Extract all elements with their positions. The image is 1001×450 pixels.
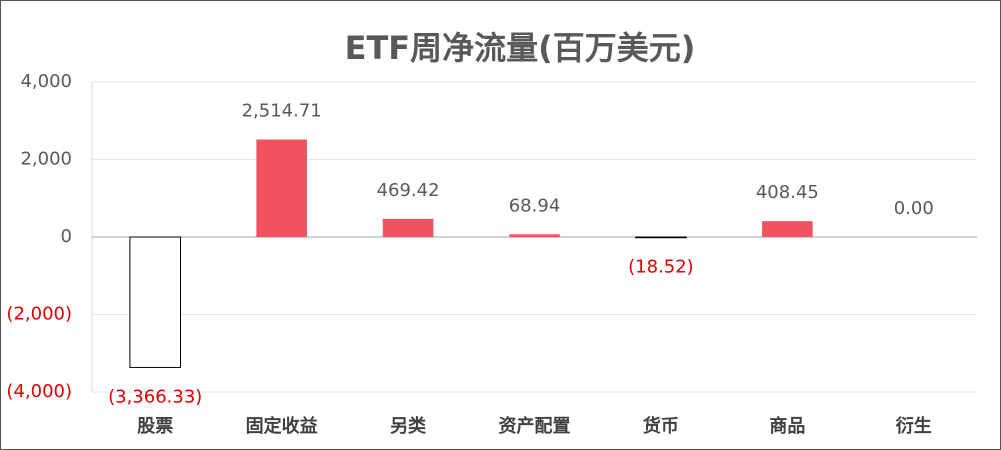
y-tick-label: 0: [61, 226, 72, 247]
data-label: (3,366.33): [108, 386, 202, 407]
x-tick-label: 股票: [136, 416, 173, 437]
x-tick-label: 资产配置: [499, 415, 571, 437]
y-tick-label: 4,000: [20, 71, 72, 92]
x-tick-label: 货币: [643, 415, 679, 437]
data-label: (18.52): [628, 257, 694, 278]
data-label: 2,514.71: [242, 101, 322, 122]
bar: [382, 218, 434, 237]
bar: [129, 236, 182, 368]
x-tick-label: 另类: [390, 415, 427, 437]
y-tick-label: (2,000): [6, 304, 72, 325]
x-tick-label: 衍生: [896, 415, 932, 437]
bar: [509, 234, 560, 237]
bar: [256, 139, 307, 237]
bar: [762, 221, 813, 237]
data-label: 408.45: [756, 182, 819, 203]
y-tick-label: 2,000: [20, 149, 72, 170]
data-label: 0.00: [894, 198, 934, 219]
data-label: 68.94: [509, 195, 561, 216]
bar: [635, 236, 687, 239]
x-tick-label: 固定收益: [246, 415, 318, 437]
x-tick-label: 商品: [769, 415, 805, 437]
data-label: 469.42: [377, 180, 440, 201]
chart-title: ETF周净流量(百万美元): [345, 29, 696, 67]
y-tick-label: (4,000): [6, 381, 72, 402]
